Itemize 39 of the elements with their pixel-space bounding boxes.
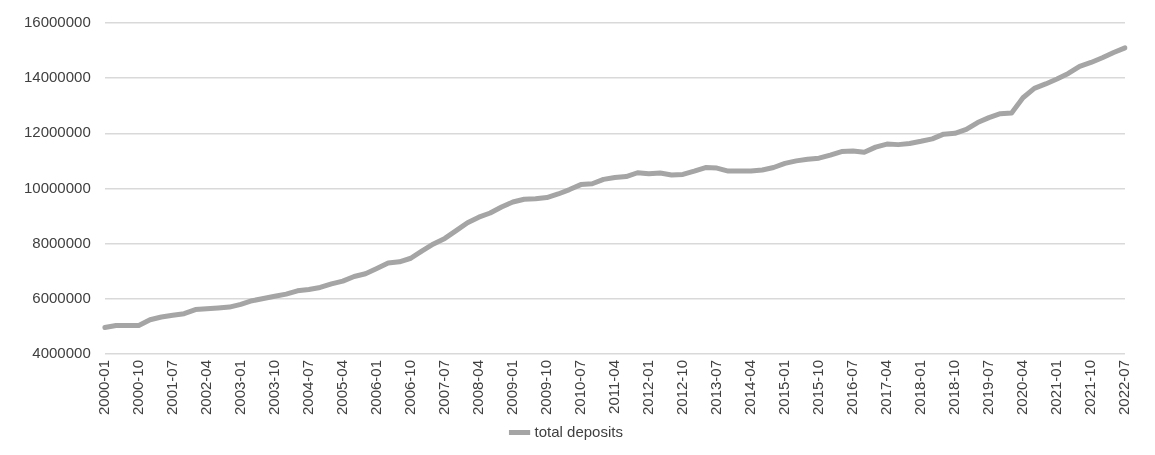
x-tick-label: 2008-04: [468, 359, 486, 416]
y-tick-label: 16000000: [23, 13, 91, 31]
x-tick-label: 2003-10: [264, 359, 282, 416]
y-tick-label: 8000000: [32, 233, 91, 251]
x-tick-label: 2006-10: [400, 359, 418, 416]
y-tick-label: 12000000: [23, 123, 91, 141]
x-tick-label: 2018-10: [945, 359, 963, 416]
x-tick-label: 2012-10: [673, 359, 691, 416]
x-tick-label: 2015-01: [775, 359, 793, 416]
x-tick-label: 2020-04: [1013, 359, 1031, 416]
x-tick-label: 2022-07: [1115, 359, 1133, 416]
x-tick-label: 2016-07: [843, 359, 861, 416]
y-tick-label: 14000000: [23, 68, 91, 86]
x-tick-label: 2013-07: [707, 359, 725, 416]
x-tick-label: 2017-04: [877, 359, 895, 416]
x-tick-label: 2018-01: [911, 359, 929, 416]
x-tick-label: 2001-07: [162, 359, 180, 416]
x-tick-label: 2000-10: [128, 359, 146, 416]
x-tick-label: 2000-01: [94, 359, 112, 416]
x-tick-label: 2005-04: [332, 359, 350, 416]
x-tick-label: 2021-01: [1047, 359, 1065, 416]
x-tick-label: 2021-10: [1081, 359, 1099, 416]
x-tick-label: 2010-07: [571, 359, 588, 416]
legend-label: total deposits: [534, 422, 623, 440]
x-tick-label: 2003-01: [230, 359, 248, 416]
x-tick-label: 2006-01: [366, 359, 384, 416]
x-tick-label: 2004-07: [298, 359, 316, 416]
x-tick-label: 2012-01: [639, 359, 657, 416]
x-tick-label: 2009-01: [502, 359, 520, 416]
x-tick-label: 2015-10: [809, 359, 827, 416]
y-tick-label: 10000000: [23, 178, 91, 196]
y-tick-label: 6000000: [32, 288, 91, 306]
x-tick-label: 2019-07: [979, 359, 997, 416]
x-tick-label: 2014-04: [741, 359, 759, 416]
x-tick-label: 2011-04: [605, 359, 623, 414]
x-tick-label: 2007-07: [434, 359, 452, 416]
x-tick-label: 2009-10: [536, 359, 554, 416]
y-tick-label: 4000000: [32, 344, 91, 362]
x-tick-label: 2002-04: [196, 359, 214, 416]
